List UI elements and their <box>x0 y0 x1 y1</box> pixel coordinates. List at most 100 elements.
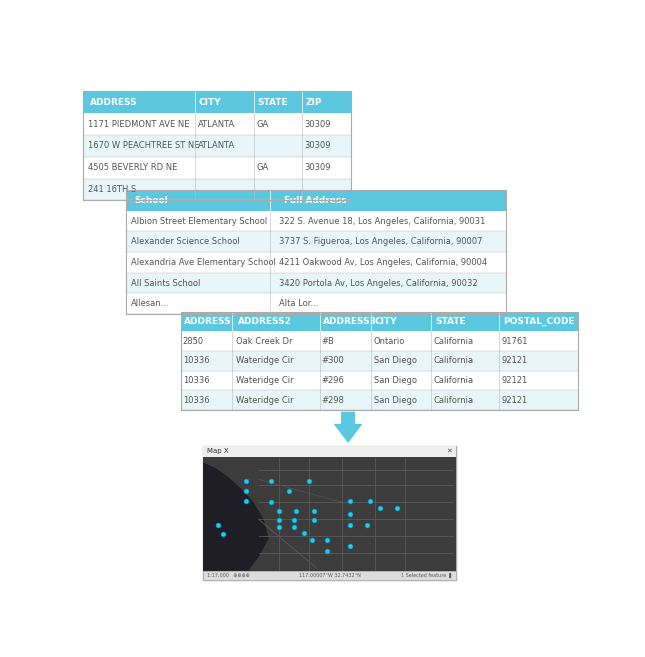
Bar <box>499 371 578 390</box>
Text: ✕: ✕ <box>446 448 452 454</box>
Bar <box>270 294 506 314</box>
Bar <box>83 113 195 135</box>
Bar <box>181 311 578 410</box>
Text: California: California <box>433 396 474 405</box>
Text: ATLANTA: ATLANTA <box>198 141 235 150</box>
Bar <box>303 135 351 157</box>
Text: 1670 W PEACHTREE ST NE: 1670 W PEACHTREE ST NE <box>88 141 199 150</box>
Bar <box>270 273 506 294</box>
Bar <box>431 331 499 351</box>
Text: All Saints School: All Saints School <box>132 279 201 288</box>
Bar <box>126 273 270 294</box>
Bar <box>372 390 431 410</box>
Text: Wateridge Cir: Wateridge Cir <box>236 396 293 405</box>
Text: #298: #298 <box>322 396 344 405</box>
Text: Albion Street Elementary School: Albion Street Elementary School <box>132 217 268 225</box>
Text: 30309: 30309 <box>304 141 331 150</box>
Text: 92121: 92121 <box>502 376 528 385</box>
Text: #296: #296 <box>322 376 344 385</box>
Bar <box>303 179 351 200</box>
Bar <box>126 294 270 314</box>
Text: CITY: CITY <box>375 317 397 326</box>
Polygon shape <box>203 463 269 570</box>
Text: 3420 Portola Av, Los Angeles, California, 90032: 3420 Portola Av, Los Angeles, California… <box>279 279 478 288</box>
Bar <box>181 351 232 371</box>
Text: 4505 BEVERLY RD NE: 4505 BEVERLY RD NE <box>88 163 177 172</box>
Text: 241 16TH S: 241 16TH S <box>88 185 136 194</box>
Bar <box>126 211 270 231</box>
Bar <box>270 190 506 211</box>
Text: Alta Lor...: Alta Lor... <box>279 299 319 308</box>
Text: #B: #B <box>322 336 335 346</box>
Text: Allesan...: Allesan... <box>132 299 170 308</box>
Bar <box>195 91 254 113</box>
Text: 2850: 2850 <box>183 336 204 346</box>
Bar <box>372 331 431 351</box>
Text: 30309: 30309 <box>304 163 331 172</box>
Text: 30309: 30309 <box>304 120 331 129</box>
Polygon shape <box>333 412 362 443</box>
Text: Oak Creek Dr: Oak Creek Dr <box>236 336 292 346</box>
Bar <box>303 113 351 135</box>
Bar <box>83 135 195 157</box>
Text: Wateridge Cir: Wateridge Cir <box>236 376 293 385</box>
Bar <box>270 211 506 231</box>
Text: ATLANTA: ATLANTA <box>198 120 235 129</box>
Bar <box>195 113 254 135</box>
Text: California: California <box>433 356 474 365</box>
Bar <box>372 351 431 371</box>
Bar <box>232 371 320 390</box>
Bar <box>181 311 232 331</box>
Text: GA: GA <box>256 120 268 129</box>
Bar <box>499 351 578 371</box>
Text: #300: #300 <box>322 356 344 365</box>
Text: California: California <box>433 336 474 346</box>
Text: School: School <box>134 196 168 205</box>
Bar <box>320 331 372 351</box>
Text: San Diego: San Diego <box>373 396 417 405</box>
Text: Alexandria Ave Elementary School: Alexandria Ave Elementary School <box>132 258 276 267</box>
Text: 10336: 10336 <box>183 376 209 385</box>
Bar <box>254 91 303 113</box>
Text: San Diego: San Diego <box>373 376 417 385</box>
Text: 3737 S. Figueroa, Los Angeles, California, 90007: 3737 S. Figueroa, Los Angeles, Californi… <box>279 237 483 246</box>
Text: POSTAL_CODE: POSTAL_CODE <box>503 317 575 326</box>
Bar <box>83 179 195 200</box>
Bar <box>431 351 499 371</box>
Text: 10336: 10336 <box>183 396 209 405</box>
Text: ZIP: ZIP <box>305 98 322 107</box>
Bar <box>232 311 320 331</box>
Bar <box>126 252 270 273</box>
Bar <box>126 190 506 314</box>
Bar <box>232 351 320 371</box>
Bar <box>372 311 431 331</box>
Bar <box>320 311 372 331</box>
Text: 322 S. Avenue 18, Los Angeles, California, 90031: 322 S. Avenue 18, Los Angeles, Californi… <box>279 217 486 225</box>
Text: 117.00007°W 32.7432°N: 117.00007°W 32.7432°N <box>299 573 361 578</box>
Bar <box>431 371 499 390</box>
Text: Alexander Science School: Alexander Science School <box>132 237 240 246</box>
Text: ADDRESS: ADDRESS <box>90 98 137 107</box>
Bar <box>320 371 372 390</box>
Text: CITY: CITY <box>199 98 222 107</box>
Bar <box>254 179 303 200</box>
Bar <box>303 157 351 179</box>
Bar <box>232 331 320 351</box>
Bar <box>203 445 455 579</box>
Bar <box>431 390 499 410</box>
Text: 10336: 10336 <box>183 356 209 365</box>
Bar <box>126 190 270 211</box>
Text: Full Address: Full Address <box>284 196 347 205</box>
Bar <box>195 179 254 200</box>
Text: 1171 PIEDMONT AVE NE: 1171 PIEDMONT AVE NE <box>88 120 189 129</box>
Text: ADDRESS2: ADDRESS2 <box>237 317 292 326</box>
Bar <box>203 445 455 457</box>
Text: 1:17,000   ⊕⊕⊕⊕: 1:17,000 ⊕⊕⊕⊕ <box>207 573 250 578</box>
Bar <box>303 91 351 113</box>
Bar <box>232 390 320 410</box>
Bar <box>126 231 270 252</box>
Bar <box>83 157 195 179</box>
Bar <box>499 331 578 351</box>
Bar <box>181 371 232 390</box>
Bar <box>181 390 232 410</box>
